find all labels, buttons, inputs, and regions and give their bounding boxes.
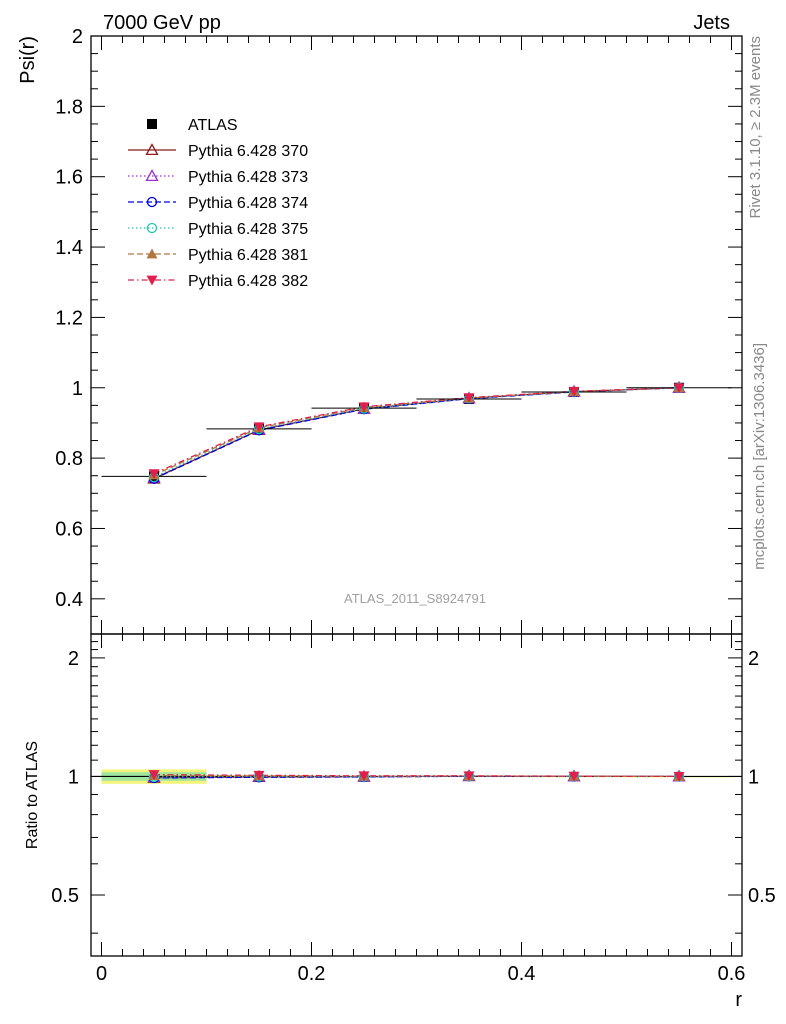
rivet-version-label: Rivet 3.1.10, ≥ 2.3M events	[747, 36, 764, 219]
series-line-pythia-6.428-370	[153, 387, 680, 480]
legend-label: Pythia 6.428 382	[188, 273, 308, 290]
ratio-line-pythia-6.428-382	[153, 773, 680, 778]
legend-marker	[147, 119, 157, 129]
ratio-ticks: 0.5 0.5 1 1 2 2 0 0.2 0.4 0.6	[51, 634, 776, 985]
series-point-pythia-6.428-382	[253, 422, 265, 433]
ratio-y-tick-label: 0.5	[51, 885, 79, 907]
main-y-tick-label: 0.8	[55, 448, 83, 470]
mcplots-label: mcplots.cern.ch [arXiv:1306.3436]	[751, 343, 768, 570]
legend-marker	[146, 248, 158, 259]
legend-label: Pythia 6.428 373	[188, 169, 308, 186]
legend-marker	[146, 275, 158, 286]
main-y-tick-label: 1.6	[55, 167, 83, 189]
main-y-tick-label: 1.8	[55, 96, 83, 118]
ratio-panel-frame	[90, 633, 743, 957]
main-y-tick-label: 2	[72, 26, 83, 48]
header-right-title: Jets	[693, 12, 730, 34]
legend-marker	[146, 196, 158, 208]
x-tick-label: 0.4	[508, 963, 536, 985]
series-line-pythia-6.428-374	[153, 387, 680, 480]
ratio-point-pythia-6.428-382	[568, 771, 580, 782]
legend-label: ATLAS	[188, 117, 238, 134]
series-line-pythia-6.428-375	[153, 387, 680, 478]
main-y-tick-label: 1.4	[55, 237, 83, 259]
series-point-pythia-6.428-382	[568, 386, 580, 397]
ratio-series-group	[147, 769, 686, 784]
analysis-watermark: ATLAS_2011_S8924791	[344, 591, 486, 606]
main-y-ticks: 0.4 0.6 0.8 1 1.2 1.4 1.6 1.8 2	[55, 26, 742, 634]
series-line-pythia-6.428-382	[153, 387, 680, 475]
ratio-point-pythia-6.428-382	[148, 770, 160, 781]
series-point-pythia-6.428-382	[463, 393, 475, 404]
header-left-title: 7000 GeV pp	[103, 12, 221, 34]
ratio-y-tick-label-right: 2	[748, 648, 759, 670]
legend-label: Pythia 6.428 375	[188, 221, 308, 238]
legend-label: Pythia 6.428 374	[188, 195, 308, 212]
legend-label: Pythia 6.428 381	[188, 247, 308, 264]
legend: ATLAS Pythia 6.428 370 Pythia 6.428 373 Pyt…	[128, 117, 308, 290]
ratio-y-tick-label-right: 0.5	[748, 885, 776, 907]
main-y-tick-label: 0.4	[55, 589, 83, 611]
ratio-point-pythia-6.428-382	[253, 770, 265, 781]
main-y-tick-label: 1.2	[55, 307, 83, 329]
legend-label: Pythia 6.428 370	[188, 143, 308, 160]
x-tick-label: 0	[96, 963, 107, 985]
x-tick-label: 0.2	[298, 963, 326, 985]
main-y-tick-label: 1	[72, 378, 83, 400]
legend-marker	[145, 169, 159, 182]
ratio-y-tick-label: 2	[68, 648, 79, 670]
series-point-pythia-6.428-382	[148, 469, 160, 480]
ratio-point-pythia-6.428-382	[463, 771, 475, 782]
x-axis-label: r	[735, 989, 742, 1011]
legend-marker	[146, 222, 158, 234]
legend-marker	[145, 143, 159, 156]
x-tick-label: 0.6	[718, 963, 746, 985]
main-series-group	[101, 380, 732, 485]
main-y-tick-label: 0.6	[55, 518, 83, 540]
main-y-axis-label: Psi(r)	[17, 36, 39, 84]
series-line-pythia-6.428-373	[153, 387, 680, 479]
series-point-pythia-6.428-382	[358, 402, 370, 413]
ratio-y-axis-label: Ratio to ATLAS	[24, 741, 41, 849]
ratio-point-pythia-6.428-382	[358, 771, 370, 782]
ratio-y-tick-label-right: 1	[748, 766, 759, 788]
ratio-point-pythia-6.428-382	[673, 772, 685, 782]
series-point-pythia-6.428-382	[673, 383, 685, 394]
ratio-y-tick-label: 1	[68, 766, 79, 788]
panel-frames	[90, 35, 743, 957]
series-line-pythia-6.428-381	[153, 387, 680, 476]
